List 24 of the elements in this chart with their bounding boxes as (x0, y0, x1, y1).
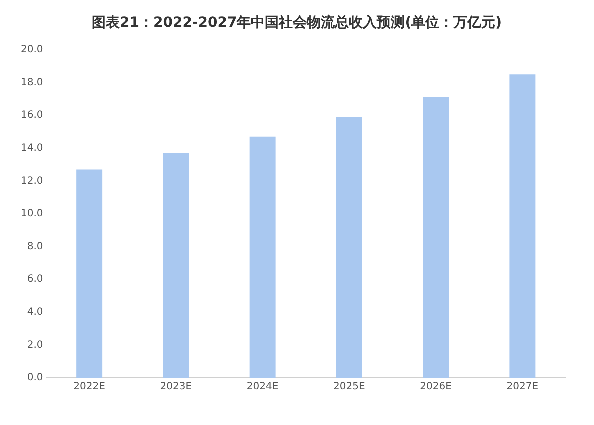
bar (250, 136, 276, 378)
y-tick-label: 12.0 (21, 176, 44, 187)
y-tick-label: 18.0 (21, 77, 44, 88)
bar (423, 98, 450, 378)
chart-title: 图表21：2022-2027年中国社会物流总收入预测(单位：万亿元) (90, 14, 504, 33)
x-tick-label: 2026E (420, 382, 452, 393)
bar (76, 170, 103, 378)
x-tick-label: 2025E (334, 382, 366, 393)
bar (336, 117, 362, 378)
y-tick-label: 4.0 (27, 306, 44, 318)
y-tick-label: 2.0 (27, 340, 44, 351)
y-tick-label: 8.0 (27, 241, 44, 252)
x-tick-label: 2024E (246, 382, 279, 393)
x-tick-label: 2027E (506, 382, 539, 393)
x-tick-label: 2023E (160, 382, 192, 393)
x-tick-label: 2022E (74, 382, 106, 393)
y-tick-label: 20.0 (21, 44, 44, 56)
y-tick-label: 14.0 (21, 142, 44, 154)
y-tick-label: 6.0 (27, 274, 44, 286)
y-tick-label: 0.0 (27, 372, 44, 384)
bar (163, 153, 190, 378)
bar (510, 74, 536, 378)
y-tick-label: 16.0 (21, 110, 44, 122)
y-tick-label: 10.0 (21, 208, 44, 220)
